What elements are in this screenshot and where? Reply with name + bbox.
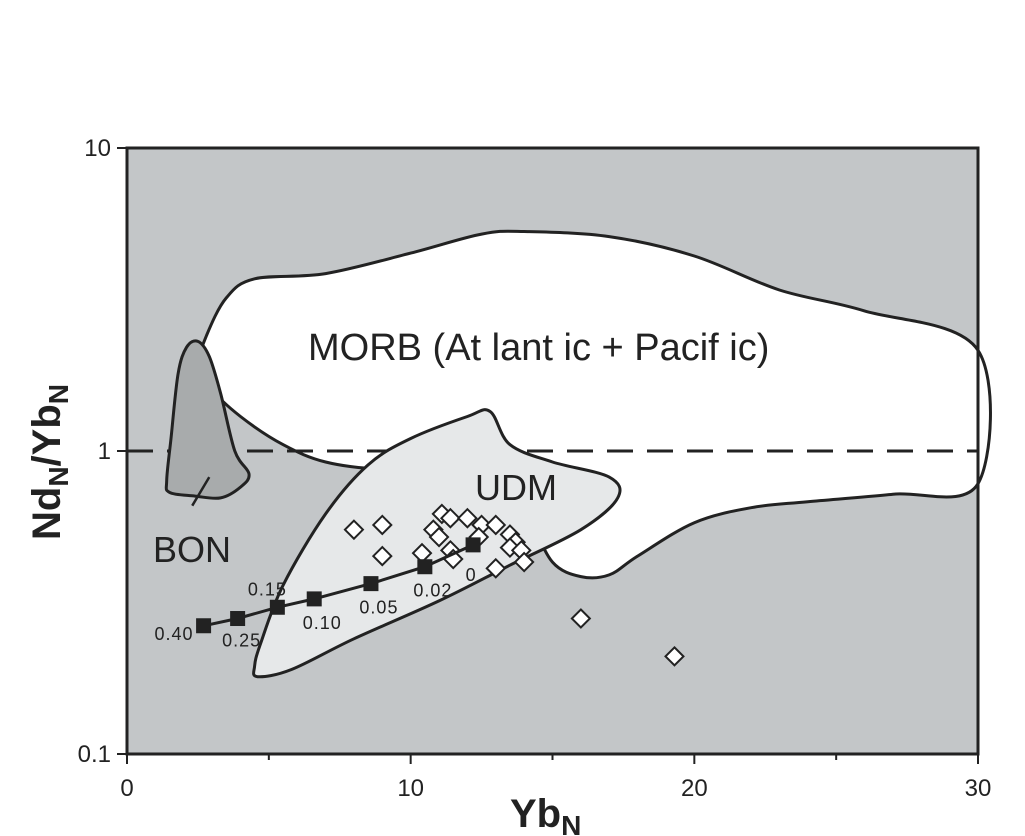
- series-samples: [343, 503, 685, 667]
- model-point-label: 0.25: [222, 631, 261, 651]
- y-axis-title-sub2: N: [43, 384, 74, 404]
- y-axis-title-sub1: N: [43, 466, 74, 486]
- model-point: [269, 599, 285, 615]
- model-point-label: 0.10: [303, 613, 342, 633]
- field-morb-shape: [199, 229, 992, 580]
- model-point: [230, 611, 246, 627]
- model-point: [306, 591, 322, 607]
- field-udm-label: UDM: [475, 467, 557, 508]
- x-tick-label: 0: [120, 775, 133, 802]
- model-point-label: 0.05: [359, 598, 398, 618]
- bon-leader-line: [191, 476, 211, 507]
- y-axis: 0.1 1 10: [78, 135, 127, 768]
- model-point: [417, 559, 433, 575]
- sample-diamond: [371, 514, 393, 536]
- x-axis: 0 10 20 30: [120, 754, 991, 802]
- model-point: [363, 576, 379, 592]
- field-morb-label: MORB (At lant ic + Pacif ic): [308, 327, 769, 369]
- field-morb: MORB (At lant ic + Pacif ic): [199, 229, 992, 580]
- sample-diamond: [439, 507, 461, 529]
- model-point: [196, 618, 212, 634]
- y-tick-label: 0.1: [78, 741, 111, 768]
- x-axis-title-main: Yb: [510, 792, 561, 836]
- series-melting-model: 0.40 0.25 0.15 0.10 0.05 0.02 0: [155, 537, 481, 651]
- y-axis-title-nd: Nd: [25, 487, 69, 540]
- y-tick-label: 1: [98, 438, 111, 465]
- sample-diamond: [428, 526, 450, 548]
- model-point: [465, 537, 481, 553]
- model-point-label: 0.40: [155, 624, 194, 644]
- y-axis-title: NdN/YbN: [25, 384, 74, 540]
- x-tick-label: 30: [965, 775, 992, 802]
- sample-diamond: [513, 551, 535, 573]
- y-tick-label: 10: [84, 135, 111, 162]
- field-bon-label: BON: [153, 529, 231, 570]
- x-tick-label: 20: [681, 775, 708, 802]
- y-axis-title-yb: /Yb: [25, 404, 69, 466]
- sample-diamond: [570, 608, 592, 629]
- x-tick-label: 10: [397, 775, 424, 802]
- sample-diamond: [456, 507, 478, 529]
- model-point-label: 0.02: [413, 581, 452, 601]
- model-point-label: 0.15: [248, 579, 287, 599]
- sample-diamond: [485, 514, 507, 536]
- model-point-label: 0: [466, 565, 477, 585]
- sample-diamond: [343, 519, 365, 541]
- sample-diamond: [664, 645, 685, 667]
- sample-diamond: [371, 545, 393, 567]
- field-bon-shape: [164, 339, 251, 500]
- x-axis-title-sub: N: [561, 810, 581, 836]
- sample-diamond: [485, 557, 507, 579]
- x-axis-title: YbN: [510, 792, 581, 836]
- field-bon: BON: [153, 339, 251, 570]
